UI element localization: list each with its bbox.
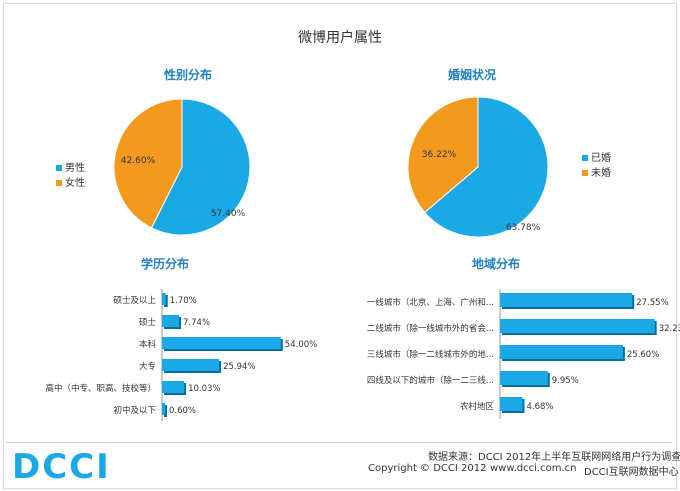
region-value-label-2: 25.60% — [627, 350, 659, 360]
marital-chart-title: 婚姻状况 — [447, 68, 496, 82]
education-category-label-4: 高中（中专、职高、技校等） — [45, 383, 156, 394]
education-value-label-0: 1.70% — [170, 296, 197, 306]
region-bar-4 — [500, 397, 523, 411]
region-value-label-4: 4.68% — [526, 402, 553, 412]
region-category-label-2: 三线城市（除一二线城市外的地... — [367, 349, 494, 360]
gender-pie-slice-label-0: 57.40% — [211, 209, 246, 219]
education-category-label-2: 本科 — [139, 339, 157, 350]
region-bar-3 — [500, 371, 548, 385]
legend-swatch-male — [56, 165, 62, 171]
legend-swatch-unmarried — [582, 170, 588, 176]
legend-label-married: 已婚 — [591, 153, 611, 164]
education-value-label-5: 0.60% — [169, 406, 196, 416]
legend-swatch-married — [582, 155, 588, 161]
education-category-label-0: 硕士及以上 — [113, 295, 156, 306]
region-value-label-3: 9.95% — [552, 376, 579, 386]
education-bar-0 — [162, 293, 166, 305]
dcci-logo: DCCI — [12, 448, 111, 482]
education-bar-3 — [162, 359, 220, 371]
gender-legend: 男性 女性 — [56, 161, 85, 191]
gender-pie-slice-0 — [150, 98, 251, 236]
education-category-label-1: 硕士 — [139, 317, 157, 328]
region-value-label-1: 32.23% — [659, 324, 680, 334]
marital-pie-slice-label-0: 63.78% — [506, 223, 541, 233]
legend-label-male: 男性 — [65, 163, 85, 174]
region-category-label-3: 四线及以下的城市（除一二三线... — [367, 375, 494, 386]
education-value-label-4: 10.03% — [188, 384, 220, 394]
footer-copyright: Copyright © DCCI 2012 — [368, 463, 487, 474]
marital-pie-chart: 63.78% 36.22% — [407, 96, 549, 238]
legend-item-female: 女性 — [56, 176, 85, 191]
education-bar-shadow-5 — [164, 405, 167, 417]
region-chart-title: 地域分布 — [471, 257, 520, 271]
education-value-label-1: 7.74% — [183, 318, 210, 328]
gender-chart-title: 性别分布 — [163, 68, 212, 82]
education-bar-1 — [162, 315, 180, 327]
education-bar-5 — [162, 403, 165, 415]
legend-item-married: 已婚 — [582, 151, 611, 166]
legend-label-female: 女性 — [65, 178, 85, 189]
footer-website[interactable]: www.dcci.com.cn — [490, 463, 577, 474]
legend-label-unmarried: 未婚 — [591, 168, 611, 179]
education-value-label-2: 54.00% — [285, 340, 317, 350]
education-bar-shadow-0 — [164, 295, 168, 307]
region-category-label-0: 一线城市（北京、上海、广州和... — [367, 297, 494, 308]
region-bar-chart: 一线城市（北京、上海、广州和... 27.55% 二线城市（除一线城市外的省会...… — [367, 289, 680, 419]
page-title: 微博用户属性 — [298, 30, 382, 46]
chart-frame — [3, 3, 677, 489]
education-bar-chart: 硕士及以上 1.70% 硕士 7.74% 本科 54.00% 大专 25.94% 高中（中专、职… — [45, 289, 317, 421]
marital-legend: 已婚 未婚 — [582, 151, 611, 181]
dcci-logo-text: DCCI — [12, 448, 111, 482]
region-bar-0 — [500, 293, 633, 307]
education-category-label-3: 大专 — [139, 361, 156, 372]
education-bar-2 — [162, 337, 281, 349]
gender-pie-chart: 57.40% 42.60% — [113, 98, 251, 236]
marital-pie-slice-1 — [407, 96, 479, 214]
footer-divider — [6, 442, 672, 443]
legend-item-male: 男性 — [56, 161, 85, 176]
gender-pie-slice-1 — [113, 98, 183, 229]
legend-swatch-female — [56, 180, 62, 186]
education-chart-title: 学历分布 — [140, 257, 189, 271]
region-bar-2 — [500, 345, 623, 359]
education-bar-4 — [162, 381, 185, 393]
region-category-label-1: 二线城市（除一线城市外的省会... — [367, 323, 494, 334]
footer-org: DCCI互联网数据中心 — [584, 467, 679, 478]
marital-pie-slice-label-1: 36.22% — [422, 150, 457, 160]
region-value-label-0: 27.55% — [636, 298, 668, 308]
footer-source: 数据来源：DCCI 2012年上半年互联网网络用户行为调查 — [428, 452, 680, 463]
gender-pie-slice-label-1: 42.60% — [121, 156, 156, 166]
education-category-label-5: 初中及以下 — [113, 405, 156, 416]
region-bar-1 — [500, 319, 655, 333]
legend-item-unmarried: 未婚 — [582, 166, 611, 181]
marital-pie-slice-0 — [423, 96, 549, 238]
region-category-label-4: 农村地区 — [460, 401, 495, 412]
education-value-label-3: 25.94% — [223, 362, 255, 372]
